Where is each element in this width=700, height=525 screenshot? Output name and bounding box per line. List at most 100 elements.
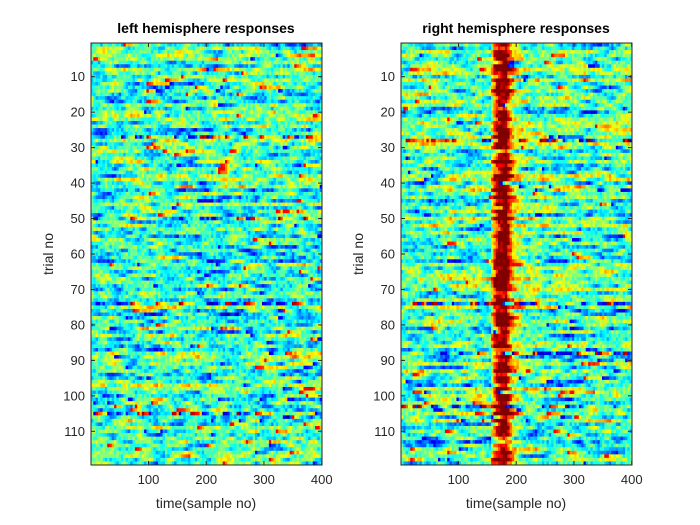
- heatmap-cell: [206, 184, 210, 189]
- heatmap-cell: [310, 103, 314, 108]
- heatmap-cell: [206, 142, 210, 147]
- heatmap-cell: [194, 57, 198, 62]
- heatmap-cell: [169, 163, 173, 168]
- heatmap-cell: [171, 106, 175, 111]
- heatmap-cell: [176, 163, 180, 168]
- heatmap-cell: [291, 216, 295, 221]
- heatmap-cell: [197, 191, 200, 196]
- heatmap-cell: [121, 199, 124, 203]
- heatmap-cell: [315, 50, 318, 55]
- heatmap-cell: [171, 135, 175, 140]
- heatmap-cell: [102, 89, 106, 94]
- heatmap-cell: [229, 128, 233, 133]
- heatmap-cell: [118, 209, 122, 214]
- heatmap-cell: [132, 57, 136, 62]
- heatmap-cell: [248, 191, 251, 196]
- heatmap-cell: [132, 160, 136, 164]
- heatmap-cell: [257, 53, 261, 58]
- heatmap-cell: [174, 142, 177, 147]
- heatmap-cell: [289, 43, 293, 47]
- heatmap-cell: [204, 46, 207, 51]
- heatmap-cell: [236, 156, 240, 161]
- heatmap-cell: [118, 117, 122, 122]
- heatmap-cell: [238, 67, 242, 72]
- heatmap-cell: [204, 152, 207, 157]
- heatmap-cell: [312, 103, 316, 108]
- heatmap-cell: [104, 199, 108, 203]
- heatmap-cell: [278, 131, 281, 136]
- heatmap-cell: [100, 195, 103, 200]
- heatmap-cell: [289, 209, 293, 214]
- heatmap-cell: [231, 78, 235, 83]
- heatmap-cell: [208, 43, 212, 47]
- heatmap-cell: [164, 156, 168, 161]
- heatmap-cell: [114, 78, 117, 83]
- heatmap-cell: [227, 213, 230, 218]
- heatmap-cell: [121, 209, 124, 214]
- heatmap-cell: [301, 213, 304, 218]
- heatmap-cell: [132, 67, 136, 72]
- heatmap-cell: [144, 43, 147, 47]
- heatmap-cell: [303, 74, 307, 79]
- heatmap-cell: [294, 163, 297, 168]
- heatmap-cell: [227, 110, 230, 115]
- heatmap-cell: [102, 71, 106, 76]
- heatmap-cell: [109, 145, 113, 150]
- heatmap-cell: [192, 57, 196, 62]
- heatmap-cell: [95, 156, 99, 161]
- heatmap-cell: [280, 170, 284, 175]
- heatmap-cell: [245, 177, 249, 182]
- heatmap-cell: [100, 188, 103, 193]
- heatmap-cell: [222, 89, 226, 94]
- heatmap-cell: [194, 181, 198, 186]
- heatmap-cell: [132, 78, 136, 83]
- heatmap-cell: [241, 145, 244, 150]
- heatmap-cell: [130, 103, 133, 108]
- heatmap-cell: [104, 128, 108, 133]
- heatmap-cell: [160, 138, 164, 143]
- heatmap-cell: [194, 160, 198, 164]
- heatmap-cell: [183, 149, 187, 154]
- heatmap-cell: [164, 209, 168, 214]
- heatmap-cell: [319, 177, 323, 182]
- heatmap-cell: [167, 78, 170, 83]
- heatmap-cell: [100, 60, 103, 65]
- heatmap-cell: [109, 135, 113, 140]
- heatmap-cell: [123, 184, 127, 189]
- heatmap-cell: [310, 113, 314, 118]
- heatmap-cell: [107, 163, 110, 168]
- heatmap-cell: [218, 121, 221, 125]
- heatmap-cell: [317, 202, 321, 207]
- heatmap-cell: [312, 131, 316, 136]
- heatmap-cell: [160, 82, 164, 86]
- heatmap-cell: [289, 113, 293, 118]
- heatmap-cell: [234, 174, 237, 179]
- heatmap-cell: [141, 199, 145, 203]
- heatmap-cell: [291, 92, 295, 97]
- heatmap-cell: [296, 206, 300, 211]
- heatmap-cell: [91, 213, 94, 218]
- heatmap-cell: [160, 195, 164, 200]
- heatmap-cell: [259, 138, 263, 143]
- heatmap-cell: [287, 213, 291, 218]
- heatmap-cell: [255, 82, 258, 86]
- heatmap-cell: [312, 89, 316, 94]
- heatmap-cell: [231, 64, 235, 69]
- heatmap-cell: [134, 124, 138, 129]
- heatmap-cell: [162, 67, 166, 72]
- heatmap-cell: [252, 206, 256, 211]
- heatmap-cell: [280, 128, 284, 133]
- heatmap-cell: [259, 213, 263, 218]
- heatmap-cell: [130, 181, 133, 186]
- heatmap-cell: [319, 152, 323, 157]
- heatmap-cell: [91, 117, 94, 122]
- heatmap-cell: [234, 142, 237, 147]
- heatmap-cell: [312, 85, 316, 90]
- heatmap-cell: [266, 89, 270, 94]
- heatmap-cell: [111, 145, 115, 150]
- heatmap-cell: [250, 82, 254, 86]
- heatmap-cell: [125, 209, 129, 214]
- heatmap-cell: [95, 163, 99, 168]
- heatmap-cell: [206, 216, 210, 221]
- heatmap-cell: [215, 82, 219, 86]
